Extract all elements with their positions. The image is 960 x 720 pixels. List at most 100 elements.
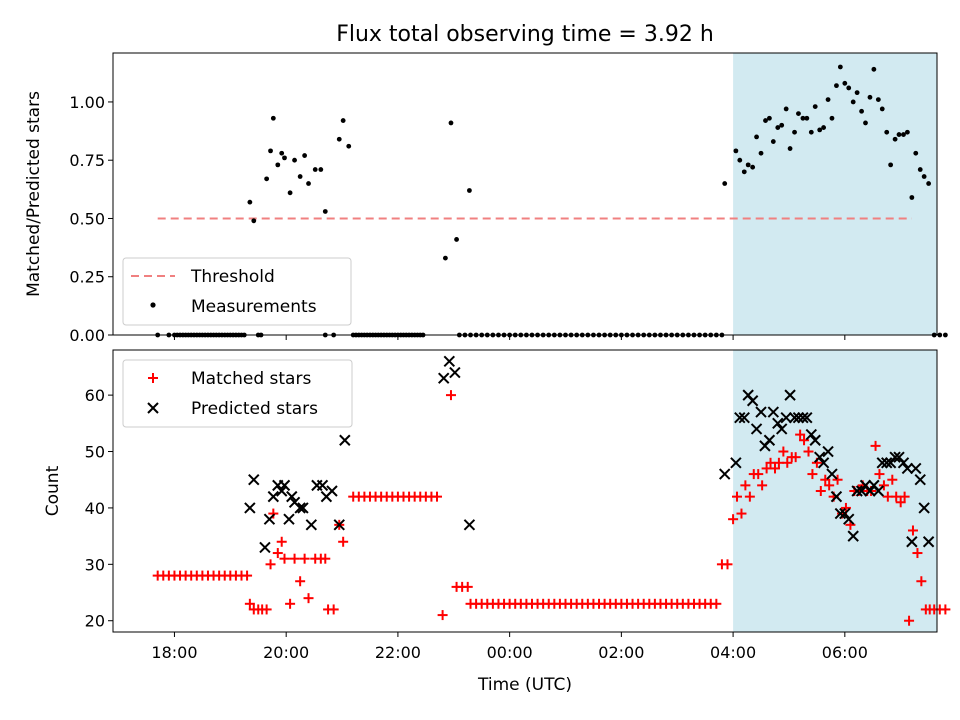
ratio-y-axis-label: Matched/Predicted stars <box>24 91 44 297</box>
measurement-point <box>779 122 785 128</box>
predicted-star-point <box>847 530 859 542</box>
predicted-star-point <box>734 411 746 424</box>
matched-star-point <box>265 559 276 570</box>
matched-star-point <box>790 452 801 463</box>
measurement-point <box>817 127 823 133</box>
measurement-point <box>926 181 932 186</box>
measurement-point <box>247 199 253 205</box>
predicted-star-point <box>780 411 792 424</box>
measurement-point <box>888 162 894 168</box>
predicted-star-point <box>333 519 345 531</box>
matched-star-point <box>303 593 314 604</box>
x-tick-label: 00:00 <box>487 643 533 662</box>
ratio-y-ticks: 0.00 0.25 0.50 0.75 1.00 <box>69 93 113 345</box>
measurement-point <box>917 167 923 172</box>
measurement-point <box>758 150 764 156</box>
measurement-point <box>733 148 739 154</box>
matched-star-point <box>320 553 331 564</box>
measurement-point <box>340 118 346 123</box>
count-x-ticks: 18:00 20:00 22:00 00:00 02:00 04:00 06:00 <box>151 632 868 662</box>
matched-star-point <box>338 536 349 547</box>
matched-star-point <box>891 491 902 502</box>
predicted-star-point <box>910 462 922 475</box>
predicted-star-point <box>834 507 847 520</box>
measurement-point <box>287 190 293 196</box>
predicted-legend-marker <box>147 402 159 414</box>
matched-star-point <box>445 390 456 401</box>
predicted-star-point <box>843 513 855 525</box>
matched-star-point <box>824 480 835 491</box>
predicted-star-point <box>918 502 930 514</box>
predicted-star-point <box>443 355 456 367</box>
measurement-point <box>346 143 352 149</box>
y-tick-label: 0.75 <box>69 151 105 170</box>
matched-star-point <box>268 508 279 519</box>
predicted-star-point <box>305 519 318 531</box>
count-panel: 20 30 40 50 60 18:00 20:00 22:00 00:00 02:00 04:0… <box>43 349 951 695</box>
measurements-legend-label: Measurements <box>191 297 317 317</box>
matched-star-point <box>940 604 951 615</box>
predicted-star-point <box>830 490 843 503</box>
predicted-star-point <box>738 411 750 424</box>
matched-star-point <box>740 480 751 491</box>
measurement-point <box>722 181 728 186</box>
matched-star-point <box>432 491 443 502</box>
predicted-star-point <box>784 389 796 401</box>
matched-star-point <box>244 598 255 609</box>
matched-legend-marker <box>148 373 158 383</box>
predicted-star-point <box>294 502 306 514</box>
measurement-point <box>312 167 318 172</box>
predicted-star-point <box>449 366 461 379</box>
measurement-point <box>829 115 835 121</box>
measurement-point <box>871 66 877 72</box>
matched-legend-label: Matched stars <box>191 369 311 389</box>
y-tick-label: 40 <box>85 499 105 518</box>
observing-window-span <box>733 350 937 632</box>
ratio-panel: 0.00 0.25 0.50 0.75 1.00 Flux total observin… <box>24 22 948 345</box>
predicted-star-point <box>851 485 863 497</box>
predicted-star-point <box>263 513 276 525</box>
measurement-point <box>467 188 472 193</box>
x-tick-label: 18:00 <box>151 643 197 662</box>
measurement-point <box>763 118 768 123</box>
predicted-legend-swatch <box>147 402 159 414</box>
measurement-point <box>892 136 898 142</box>
predicted-star-point <box>750 423 763 435</box>
predicted-star-point <box>326 485 338 497</box>
matched-star-point <box>899 491 910 502</box>
matched-star-point <box>782 457 793 468</box>
matched-star-point <box>732 491 743 502</box>
y-tick-label: 20 <box>85 612 105 631</box>
x-tick-label: 22:00 <box>375 643 421 662</box>
matched-star-point <box>437 610 448 621</box>
measurements-legend-swatch <box>150 302 156 308</box>
matched-star-point <box>295 576 306 587</box>
measurement-point <box>800 115 806 121</box>
measurement-point <box>302 153 308 158</box>
matched-star-point <box>795 429 806 440</box>
predicted-star-point <box>822 445 834 458</box>
matched-star-point <box>289 553 300 564</box>
matched-star-point <box>887 474 898 485</box>
predicted-star-point <box>839 507 851 520</box>
matched-star-point <box>882 491 893 502</box>
measurement-point <box>850 99 856 105</box>
predicted-star-point <box>316 479 329 492</box>
y-tick-label: 1.00 <box>69 93 105 112</box>
matched-star-point <box>807 469 818 480</box>
measurement-point <box>812 104 818 110</box>
count-y-ticks: 20 30 40 50 60 <box>85 386 113 631</box>
predicted-star-point <box>889 451 901 463</box>
measurement-point <box>251 218 257 224</box>
measurement-point <box>937 332 943 338</box>
matched-star-point <box>722 559 733 570</box>
observing-window-span <box>733 53 937 335</box>
predicted-star-point <box>797 411 809 424</box>
measurement-point <box>297 174 303 179</box>
measurement-point <box>913 150 919 156</box>
ratio-axes-frame <box>112 52 938 336</box>
matched-star-point <box>874 469 885 480</box>
predicted-star-point <box>339 434 351 446</box>
measurement-point <box>336 136 342 142</box>
predicted-star-point <box>897 457 910 469</box>
